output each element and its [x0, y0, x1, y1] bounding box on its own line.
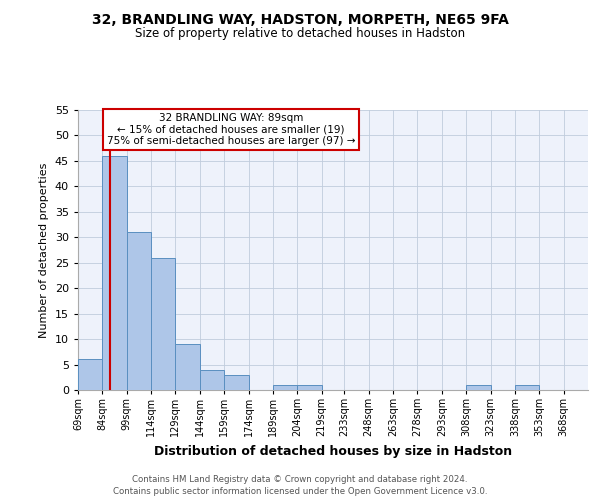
Bar [151, 258, 175, 390]
Bar [466, 385, 491, 390]
Bar [297, 385, 322, 390]
Bar [200, 370, 224, 390]
Text: Size of property relative to detached houses in Hadston: Size of property relative to detached ho… [135, 28, 465, 40]
Text: 32, BRANDLING WAY, HADSTON, MORPETH, NE65 9FA: 32, BRANDLING WAY, HADSTON, MORPETH, NE6… [92, 12, 508, 26]
Bar [273, 385, 297, 390]
Bar [78, 360, 103, 390]
Y-axis label: Number of detached properties: Number of detached properties [39, 162, 49, 338]
Bar [103, 156, 127, 390]
X-axis label: Distribution of detached houses by size in Hadston: Distribution of detached houses by size … [154, 444, 512, 458]
Text: Contains public sector information licensed under the Open Government Licence v3: Contains public sector information licen… [113, 487, 487, 496]
Text: 32 BRANDLING WAY: 89sqm
← 15% of detached houses are smaller (19)
75% of semi-de: 32 BRANDLING WAY: 89sqm ← 15% of detache… [107, 113, 355, 146]
Bar [175, 344, 200, 390]
Text: Contains HM Land Registry data © Crown copyright and database right 2024.: Contains HM Land Registry data © Crown c… [132, 475, 468, 484]
Bar [515, 385, 539, 390]
Bar [127, 232, 151, 390]
Bar [224, 374, 248, 390]
